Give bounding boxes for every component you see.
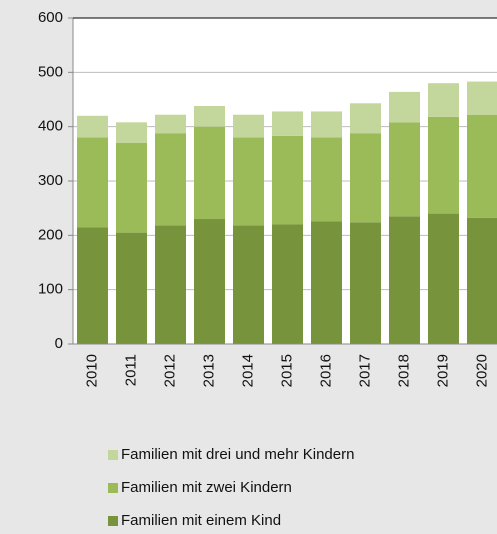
x-tick-label: 2010 <box>83 354 100 387</box>
bar-segment <box>194 219 225 344</box>
bar-segment <box>155 133 186 226</box>
bar-segment <box>467 81 497 115</box>
legend-swatch <box>108 516 118 526</box>
bar-segment <box>272 111 303 136</box>
bar-segment <box>155 225 186 344</box>
bar-segment <box>428 213 459 344</box>
bar-segment <box>233 225 264 344</box>
y-tick-label: 500 <box>38 63 63 80</box>
bar-segment <box>311 137 342 222</box>
x-tick-label: 2019 <box>434 354 451 387</box>
y-tick-label: 300 <box>38 172 63 189</box>
bar-segment <box>428 116 459 214</box>
bar-segment <box>233 137 264 226</box>
bar-segment <box>389 216 420 344</box>
bar-segment <box>194 106 225 127</box>
bar-segment <box>389 91 420 123</box>
bar-segment <box>272 224 303 344</box>
bar-segment <box>389 122 420 217</box>
bar-segment <box>311 111 342 138</box>
legend-label: Familien mit einem Kind <box>121 512 281 529</box>
y-tick-label: 200 <box>38 226 63 243</box>
x-tick-label: 2014 <box>239 354 256 387</box>
bar-segment <box>116 142 147 233</box>
bar-segment <box>428 83 459 117</box>
x-tick-label: 2013 <box>200 354 217 387</box>
legend-label: Familien mit zwei Kindern <box>121 479 292 496</box>
x-tick-label: 2016 <box>317 354 334 387</box>
bar-segment <box>77 227 108 344</box>
legend-swatch <box>108 450 118 460</box>
y-tick-label: 600 <box>38 9 63 26</box>
bar-segment <box>194 126 225 220</box>
y-tick-label: 0 <box>55 335 63 352</box>
y-tick-label: 100 <box>38 281 63 298</box>
bar-segment <box>350 222 381 344</box>
bar-segment <box>77 137 108 228</box>
x-tick-label: 2020 <box>473 354 490 387</box>
bar-segment <box>350 103 381 134</box>
bar-segment <box>155 114 186 134</box>
bar-segment <box>116 232 147 344</box>
bar-segment <box>467 114 497 218</box>
x-tick-label: 2017 <box>356 354 373 387</box>
x-tick-label: 2015 <box>278 354 295 387</box>
legend-label: Familien mit drei und mehr Kindern <box>121 446 354 463</box>
bar-segment <box>116 122 147 143</box>
x-tick-label: 2011 <box>122 354 139 386</box>
legend-swatch <box>108 483 118 493</box>
bar-segment <box>272 135 303 225</box>
bar-segment <box>311 221 342 344</box>
y-tick-label: 400 <box>38 118 63 135</box>
bar-segment <box>77 115 108 138</box>
x-tick-label: 2018 <box>395 354 412 387</box>
bar-segment <box>350 133 381 223</box>
bar-segment <box>233 114 264 138</box>
x-tick-label: 2012 <box>161 354 178 387</box>
bar-segment <box>467 217 497 344</box>
